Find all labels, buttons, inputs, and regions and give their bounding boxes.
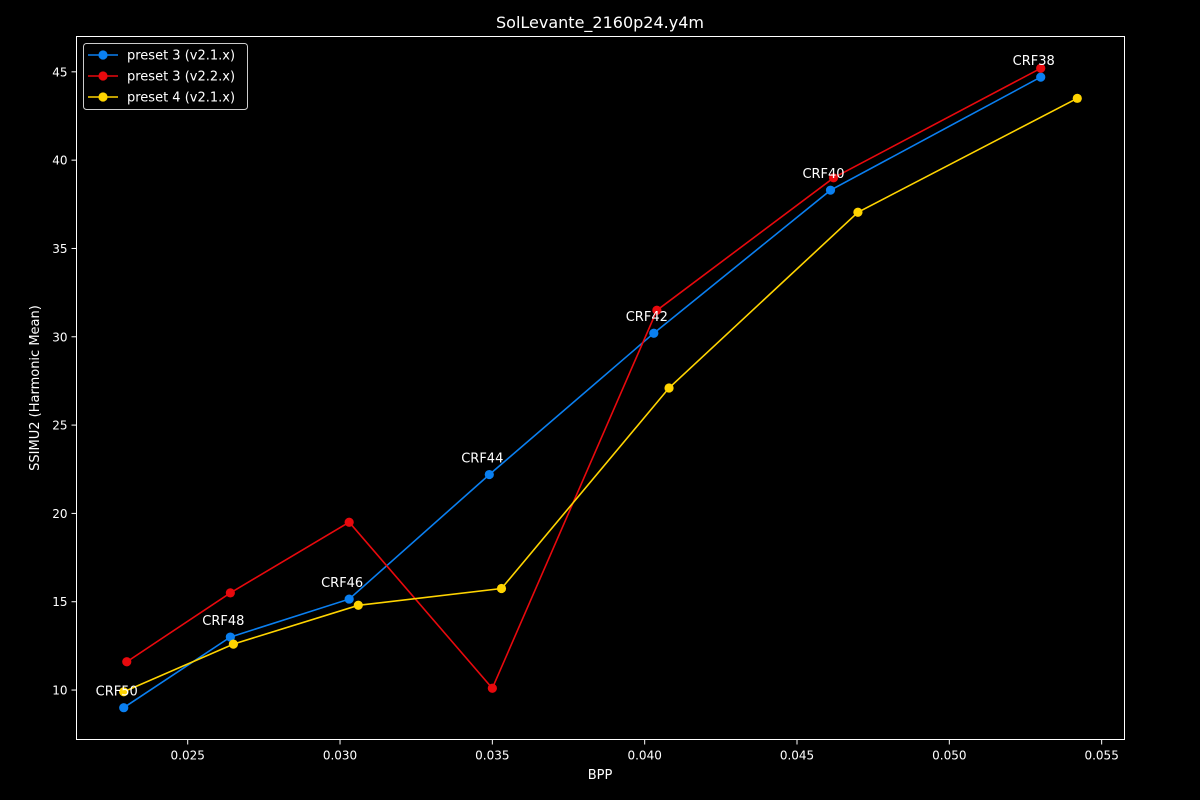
legend-marker bbox=[98, 92, 108, 102]
data-point bbox=[228, 639, 238, 649]
legend-label: preset 3 (v2.1.x) bbox=[127, 49, 235, 64]
data-point bbox=[225, 588, 235, 598]
y-tick-label: 40 bbox=[52, 154, 67, 168]
data-point bbox=[649, 328, 659, 338]
legend: preset 3 (v2.1.x) preset 3 (v2.2.x) preset… bbox=[83, 43, 248, 110]
y-tick-label: 15 bbox=[52, 595, 67, 609]
x-tick-label: 0.055 bbox=[1084, 749, 1118, 763]
data-point bbox=[825, 185, 836, 195]
data-point bbox=[122, 657, 132, 667]
y-axis: 10 15 20 25 30 35 40 45 bbox=[52, 65, 77, 698]
x-tick-label: 0.025 bbox=[171, 749, 205, 763]
crf-annotation: CRF44 bbox=[461, 452, 503, 467]
legend-label: preset 4 (v2.1.x) bbox=[127, 91, 235, 106]
x-tick-label: 0.035 bbox=[475, 749, 509, 763]
x-axis-label: BPP bbox=[588, 768, 613, 783]
x-axis: 0.025 0.030 0.035 0.040 0.045 0.050 0.055 bbox=[171, 739, 1119, 763]
data-point bbox=[119, 687, 129, 697]
y-tick-label: 20 bbox=[52, 507, 67, 521]
data-point bbox=[487, 683, 497, 693]
data-point bbox=[353, 600, 363, 610]
legend-box bbox=[83, 43, 248, 110]
y-tick-label: 10 bbox=[52, 684, 67, 698]
data-point bbox=[853, 207, 863, 217]
y-tick-label: 25 bbox=[52, 419, 67, 433]
crf-annotation: CRF40 bbox=[802, 167, 844, 182]
data-point bbox=[496, 583, 507, 594]
data-point bbox=[652, 305, 662, 315]
crf-annotation: CRF46 bbox=[321, 576, 363, 591]
crf-annotation: CRF38 bbox=[1013, 54, 1055, 69]
y-tick-label: 30 bbox=[52, 330, 67, 344]
y-axis-label: SSIMU2 (Harmonic Mean) bbox=[28, 305, 43, 471]
chart-title: SolLevante_2160p24.y4m bbox=[496, 13, 704, 33]
legend-label: preset 3 (v2.2.x) bbox=[127, 70, 235, 85]
legend-marker bbox=[98, 71, 108, 81]
annotation-layer: CRF50 CRF48 CRF46 CRF44 CRF42 CRF40 CRF38 bbox=[96, 54, 1055, 700]
y-tick-label: 35 bbox=[52, 242, 67, 256]
data-point bbox=[1072, 93, 1082, 103]
data-point bbox=[828, 173, 839, 183]
crf-annotation: CRF50 bbox=[96, 685, 138, 700]
data-point bbox=[1036, 63, 1046, 73]
data-point bbox=[119, 703, 129, 713]
data-point bbox=[344, 594, 354, 604]
crf-annotation: CRF42 bbox=[626, 310, 668, 325]
data-point bbox=[1036, 72, 1046, 82]
x-tick-label: 0.040 bbox=[627, 749, 661, 763]
x-tick-label: 0.045 bbox=[780, 749, 814, 763]
data-point bbox=[344, 517, 354, 527]
data-point bbox=[225, 632, 235, 642]
data-point bbox=[484, 469, 494, 480]
legend-marker bbox=[98, 50, 108, 60]
plot-area-frame bbox=[76, 36, 1125, 740]
series-layer bbox=[119, 63, 1082, 713]
y-tick-label: 45 bbox=[52, 65, 67, 79]
data-point bbox=[664, 383, 674, 393]
x-tick-label: 0.030 bbox=[323, 749, 357, 763]
crf-annotation: CRF48 bbox=[202, 614, 244, 629]
x-tick-label: 0.050 bbox=[932, 749, 966, 763]
